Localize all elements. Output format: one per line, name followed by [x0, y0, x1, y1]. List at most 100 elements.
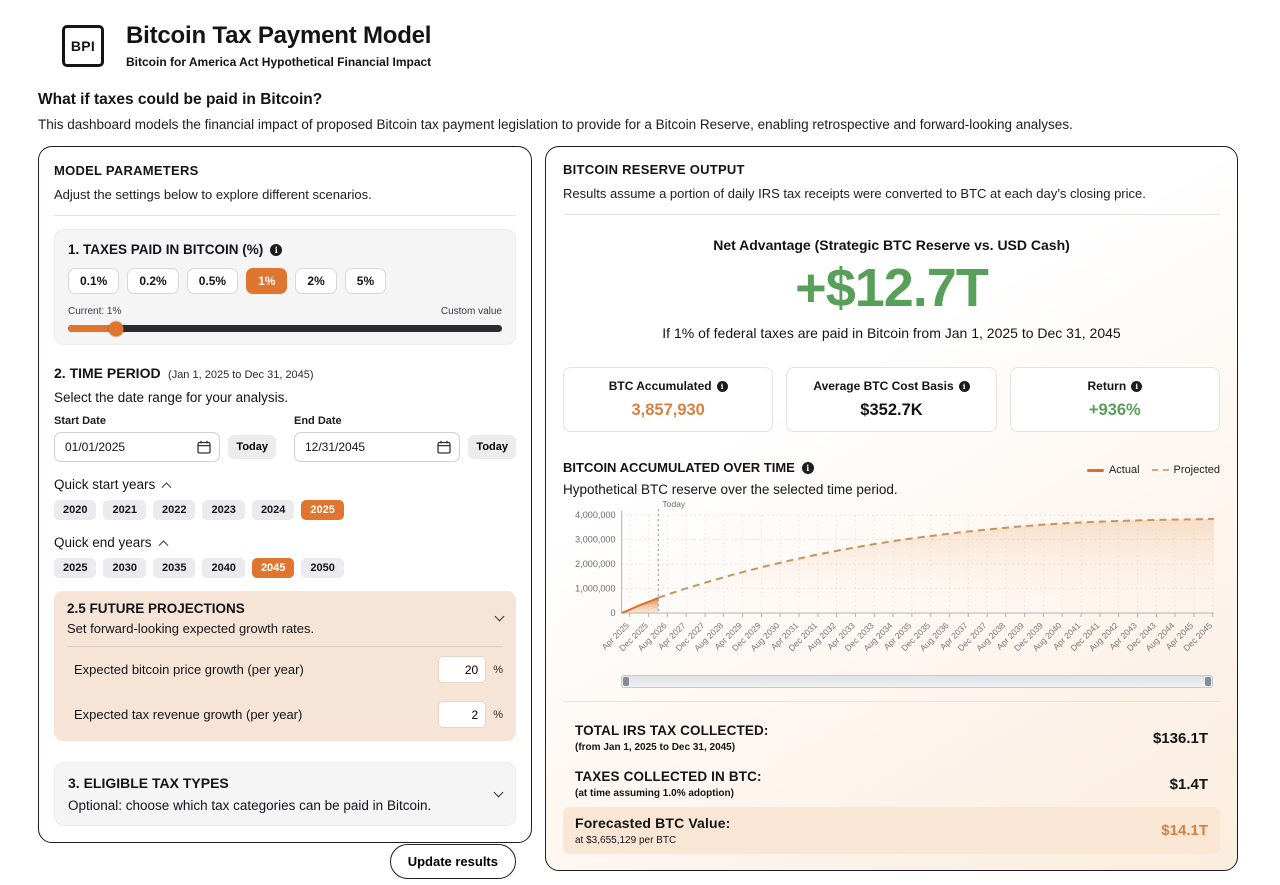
quick-start-years-label: Quick start years: [54, 477, 156, 492]
net-advantage-note: If 1% of federal taxes are paid in Bitco…: [662, 325, 1121, 341]
time-period-subtitle: Select the date range for your analysis.: [54, 390, 289, 405]
summary-value: $136.1T: [1152, 729, 1208, 747]
svg-text:2,000,000: 2,000,000: [575, 559, 615, 569]
start-date-label: Start Date: [54, 415, 106, 427]
legend-item-actual: Actual: [1086, 464, 1140, 476]
app-header: BPI Bitcoin Tax Payment Model Bitcoin fo…: [0, 0, 1280, 69]
tax-percent-card: 1. TAXES PAID IN BITCOIN (%) i 0.1% 0.2% 0…: [54, 229, 516, 345]
svg-text:4,000,000: 4,000,000: [575, 510, 615, 520]
future-projections-subtitle: Set forward-looking expected growth rate…: [67, 621, 315, 636]
info-icon[interactable]: i: [1131, 380, 1143, 392]
info-icon[interactable]: i: [801, 461, 814, 474]
tax-percent-options: 0.1% 0.2% 0.5% 1% 2% 5%: [68, 268, 502, 294]
chevron-down-icon: [493, 787, 504, 797]
quick-start-year-2023[interactable]: 2023: [202, 500, 245, 520]
tax-percent-slider[interactable]: [68, 321, 502, 336]
update-results-button[interactable]: Update results: [389, 844, 516, 879]
quick-start-year-2021[interactable]: 2021: [103, 500, 146, 520]
quick-end-years: 2025 2030 2035 2040 2045 2050: [54, 558, 516, 578]
summary-row: TOTAL IRS TAX COLLECTED: (from Jan 1, 202…: [563, 715, 1220, 761]
quick-start-years: 2020 2021 2022 2023 2024 2025: [54, 500, 516, 520]
quick-start-years-toggle[interactable]: Quick start years: [54, 477, 516, 493]
future-projections-title: 2.5 FUTURE PROJECTIONS: [67, 601, 245, 616]
end-date-input[interactable]: 12/31/2045: [294, 432, 461, 462]
summary-rows: TOTAL IRS TAX COLLECTED: (from Jan 1, 202…: [563, 715, 1220, 854]
info-icon[interactable]: i: [958, 380, 970, 392]
quick-end-year-2045[interactable]: 2045: [251, 558, 295, 578]
slider-thumb[interactable]: [108, 321, 124, 336]
svg-text:0: 0: [611, 608, 616, 618]
tax-percent-option-01[interactable]: 0.1%: [68, 268, 120, 294]
legend-item-projected: Projected: [1151, 464, 1220, 476]
stats-row: BTC Accumulated i 3,857,930 Average BTC Cos…: [563, 367, 1220, 432]
projection-row: Expected bitcoin price growth (per year)…: [67, 647, 503, 692]
summary-note: (at time assuming 1.0% adoption): [575, 788, 734, 799]
net-advantage-label: Net Advantage (Strategic BTC Reserve vs.…: [713, 237, 1070, 253]
scrollbar-handle-right[interactable]: [1205, 677, 1211, 686]
quick-end-year-2040[interactable]: 2040: [202, 558, 245, 578]
stat-label: BTC Accumulated i: [572, 379, 764, 393]
quick-start-year-2024[interactable]: 2024: [251, 500, 295, 520]
tax-percent-title: 1. TAXES PAID IN BITCOIN (%): [68, 242, 264, 257]
stat-value: 3,857,930: [631, 401, 705, 419]
projection-row-label: Expected bitcoin price growth (per year): [74, 662, 304, 677]
stat-value: $352.7K: [860, 401, 923, 419]
chevron-up-icon: [158, 540, 168, 551]
calendar-icon[interactable]: [197, 440, 212, 454]
end-today-button[interactable]: Today: [468, 435, 516, 459]
chart-block: BITCOIN ACCUMULATED OVER TIME i Hypothet…: [563, 460, 1220, 688]
stat-card: BTC Accumulated i 3,857,930: [563, 367, 774, 432]
chevron-up-icon: [161, 482, 172, 493]
tax-percent-option-5[interactable]: 5%: [344, 268, 387, 294]
scrollbar-handle-left[interactable]: [623, 677, 629, 686]
time-period-title: 2. TIME PERIOD: [54, 365, 161, 381]
parameters-title: MODEL PARAMETERS: [54, 163, 199, 178]
chart-scrollbar[interactable]: [621, 675, 1213, 688]
stat-label: Average BTC Cost Basis i: [795, 379, 987, 393]
projection-input-0[interactable]: [438, 656, 487, 683]
tax-percent-option-05[interactable]: 0.5%: [186, 268, 239, 294]
quick-end-year-2050[interactable]: 2050: [301, 558, 344, 578]
start-today-button[interactable]: Today: [228, 435, 276, 459]
bitcoin-reserve-output-panel: BITCOIN RESERVE OUTPUT Results assume a …: [545, 146, 1238, 871]
chart-subtitle: Hypothetical BTC reserve over the select…: [563, 482, 898, 497]
tax-percent-option-1[interactable]: 1%: [246, 268, 288, 294]
divider: [563, 214, 1220, 215]
tax-percent-option-02[interactable]: 0.2%: [127, 268, 179, 294]
slider-current-label: Current: 1%: [68, 306, 122, 317]
bpi-logo: BPI: [62, 24, 104, 67]
svg-text:1,000,000: 1,000,000: [575, 584, 615, 594]
calendar-icon[interactable]: [437, 440, 452, 454]
quick-end-year-2025[interactable]: 2025: [54, 558, 97, 578]
projection-input-1[interactable]: [438, 701, 487, 728]
dashed-line-swatch: [1151, 469, 1169, 471]
output-subtitle: Results assume a portion of daily IRS ta…: [563, 186, 1146, 201]
quick-end-years-toggle[interactable]: Quick end years: [54, 535, 516, 551]
intro-description: This dashboard models the financial impa…: [38, 117, 1073, 132]
projection-row: Expected tax revenue growth (per year)%: [67, 692, 503, 737]
quick-end-year-2035[interactable]: 2035: [152, 558, 196, 578]
tax-percent-option-2[interactable]: 2%: [295, 268, 337, 294]
intro-section: What if taxes could be paid in Bitcoin? …: [0, 69, 1280, 132]
projection-row-label: Expected tax revenue growth (per year): [74, 707, 303, 722]
future-projections-header[interactable]: 2.5 FUTURE PROJECTIONS Set forward-looki…: [67, 601, 505, 647]
stat-value: +936%: [1088, 401, 1141, 419]
quick-start-year-2022[interactable]: 2022: [152, 500, 196, 520]
parameters-subtitle: Adjust the settings below to explore dif…: [54, 187, 372, 202]
start-date-input[interactable]: 01/01/2025: [54, 432, 221, 462]
info-icon[interactable]: i: [270, 243, 283, 256]
summary-label: TOTAL IRS TAX COLLECTED:: [575, 723, 769, 738]
summary-row: Forecasted BTC Value: at $3,655,129 per B…: [563, 807, 1220, 854]
quick-start-year-2020[interactable]: 2020: [54, 500, 97, 520]
summary-value: $14.1T: [1161, 822, 1208, 839]
end-date-label: End Date: [294, 415, 342, 427]
quick-end-year-2030[interactable]: 2030: [103, 558, 146, 578]
info-icon[interactable]: i: [716, 380, 728, 392]
future-projections-rows: Expected bitcoin price growth (per year)…: [67, 647, 503, 737]
output-title: BITCOIN RESERVE OUTPUT: [563, 162, 745, 177]
slider-fill: [68, 325, 116, 332]
net-advantage-value: +$12.7T: [795, 258, 989, 318]
quick-start-year-2025[interactable]: 2025: [301, 500, 344, 520]
eligible-tax-types-card[interactable]: 3. ELIGIBLE TAX TYPES Optional: choose w…: [54, 762, 516, 826]
